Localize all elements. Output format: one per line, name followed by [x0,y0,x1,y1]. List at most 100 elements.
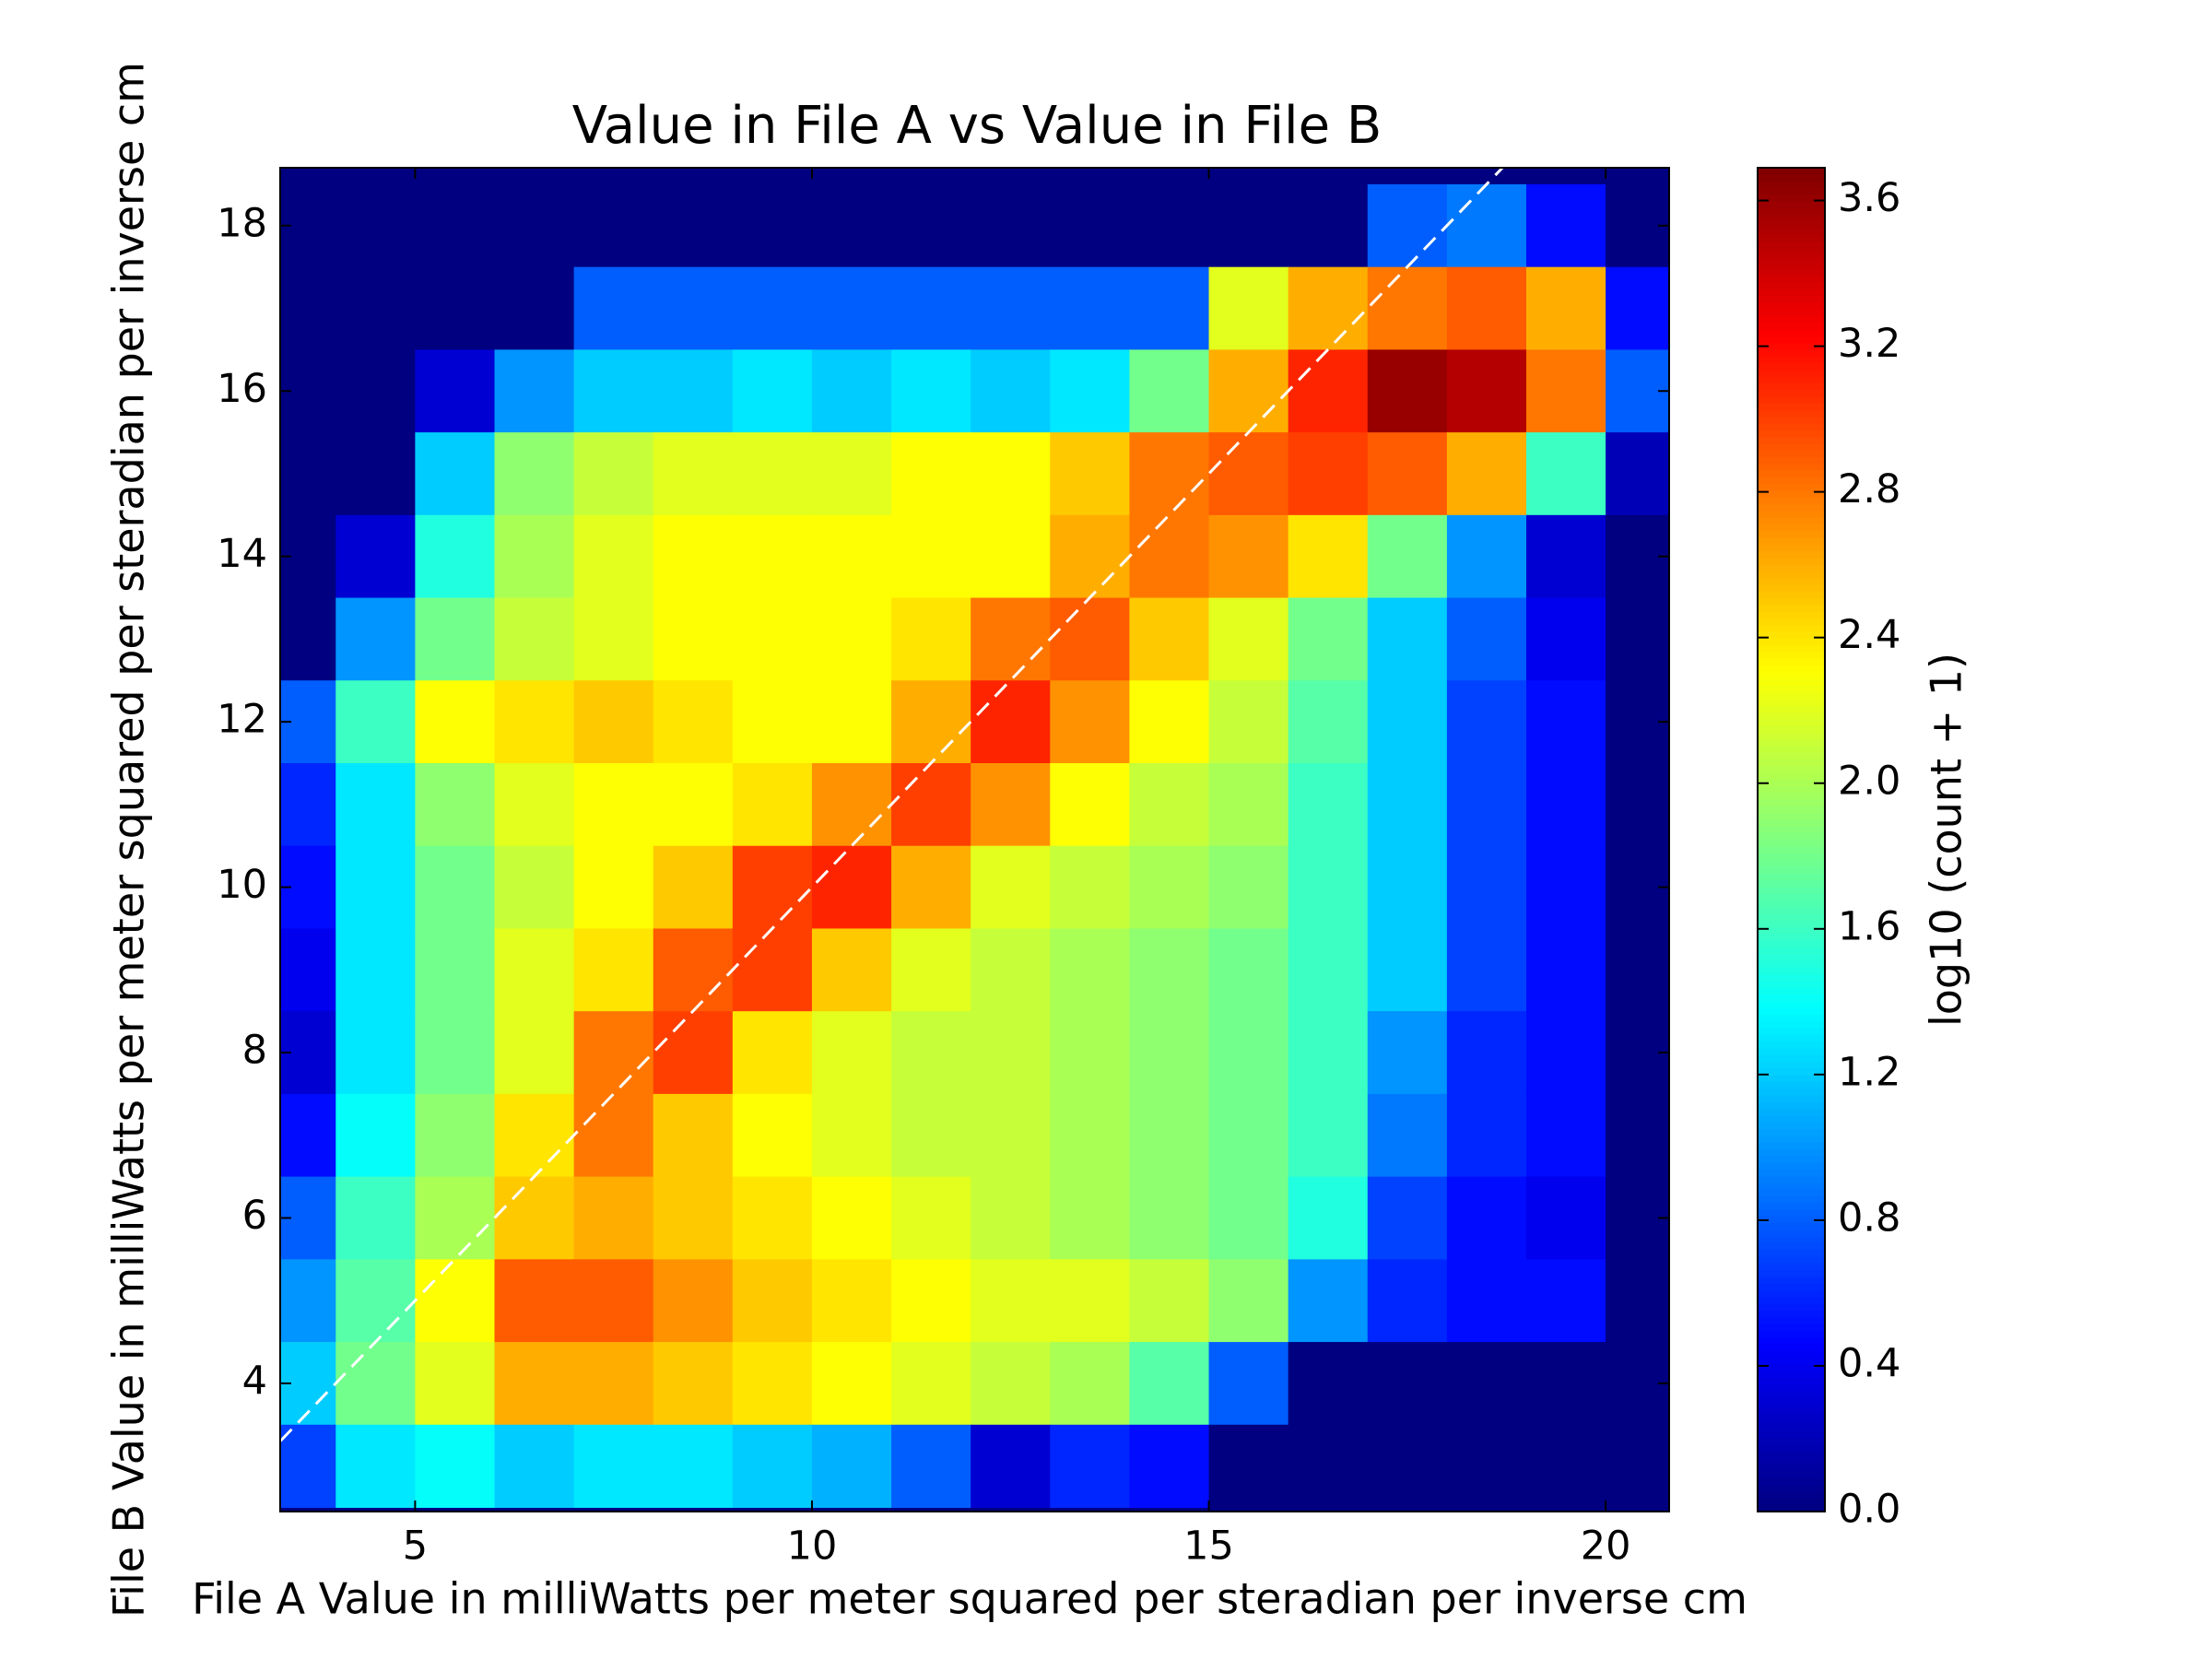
colorbar-step [1758,665,1825,673]
colorbar-step [1758,275,1825,283]
bin-cell [811,845,892,929]
bin-cell [1606,597,1669,681]
colorbar-tick-label: 0.4 [1838,1340,1900,1386]
colorbar-step [1758,1034,1825,1042]
colorbar-step [1758,416,1825,424]
bin-cell [415,266,496,350]
colorbar-step [1758,1155,1825,1163]
colorbar-step [1758,712,1825,720]
colorbar-step [1758,1383,1825,1392]
bin-cell [573,680,654,764]
bin-cell [494,597,575,681]
bin-cell [415,763,496,847]
bin-cell [1367,680,1448,764]
colorbar-step [1758,207,1825,216]
bin-cell [1050,1342,1130,1426]
colorbar-step [1758,530,1825,538]
colorbar-step [1758,215,1825,222]
bin-cell [335,928,416,1012]
bin-cell [811,1176,892,1260]
bin-cell [335,1342,416,1426]
bin-cell [280,514,336,599]
colorbar-step [1758,1336,1825,1345]
bin-cell [1050,597,1130,681]
bin-cell [1525,349,1606,433]
bin-cell [891,763,971,847]
bin-cell [1129,763,1210,847]
bin-cell [1288,349,1369,433]
bin-cell [971,1259,1051,1343]
bin-cell [415,1093,496,1178]
bin-cell [732,597,813,681]
colorbar-step [1758,254,1825,263]
bin-cell [971,845,1051,929]
bin-cell [891,597,971,681]
x-tick-label: 10 [787,1524,838,1570]
bin-cell [1525,1424,1606,1509]
bin-cell [732,1093,813,1178]
colorbar-step [1758,295,1825,303]
bin-cell [1525,266,1606,350]
bin-cell [732,1259,813,1343]
bin-cell [1288,1011,1369,1095]
bin-cell [1050,845,1130,929]
bin-cell [494,928,575,1012]
bin-cell [1208,349,1289,433]
bin-cell [415,1011,496,1095]
colorbar-step [1758,618,1825,626]
bin-cell [811,1424,892,1509]
colorbar-step [1758,947,1825,955]
bin-cell [335,1176,416,1260]
bin-cell [811,763,892,847]
colorbar-step [1758,960,1825,969]
colorbar-step [1758,1410,1825,1418]
colorbar-step [1758,1135,1825,1143]
colorbar-step [1758,168,1825,175]
colorbar-step [1758,1357,1825,1365]
colorbar-step [1758,1061,1825,1069]
bin-cell [1446,1011,1527,1095]
colorbar-step [1758,1014,1825,1022]
colorbar-step [1758,920,1825,928]
colorbar-step [1758,1263,1825,1271]
colorbar-step [1758,187,1825,195]
colorbar-step [1758,1330,1825,1338]
bin-cell [891,1259,971,1343]
colorbar-step [1758,309,1825,316]
y-tick-label: 4 [242,1358,267,1404]
colorbar-step [1758,489,1825,498]
colorbar-step [1758,1242,1825,1251]
bin-cell [1129,266,1210,350]
bin-cell [573,1093,654,1178]
y-tick-label: 12 [217,697,267,743]
colorbar-step [1758,779,1825,787]
bin-cell [1367,514,1448,599]
bin-cell [732,845,813,929]
colorbar-step [1758,1161,1825,1170]
bin-cell [1367,183,1448,268]
colorbar-step [1758,342,1825,350]
bin-cell [1606,1259,1669,1343]
bin-cell [971,514,1051,599]
bin-cell [1208,763,1289,847]
colorbar-step [1758,234,1825,242]
bin-cell [494,1011,575,1095]
x-tick-label: 5 [403,1524,428,1570]
colorbar-step [1758,906,1825,914]
bin-cell [1446,432,1527,516]
colorbar-step [1758,1000,1825,1008]
colorbar-step [1758,483,1825,491]
colorbar-step [1758,644,1825,653]
colorbar-step [1758,772,1825,780]
colorbar-step [1758,288,1825,297]
bin-cell [1288,763,1369,847]
bin-cell [573,1342,654,1426]
bin-cell [971,1011,1051,1095]
colorbar-tick-label: 3.2 [1838,321,1900,367]
bin-cell [1446,349,1527,433]
bin-cell [335,514,416,599]
bin-cell [1446,928,1527,1012]
colorbar-step [1758,732,1825,740]
bin-cell [573,1176,654,1260]
colorbar-step [1758,536,1825,545]
